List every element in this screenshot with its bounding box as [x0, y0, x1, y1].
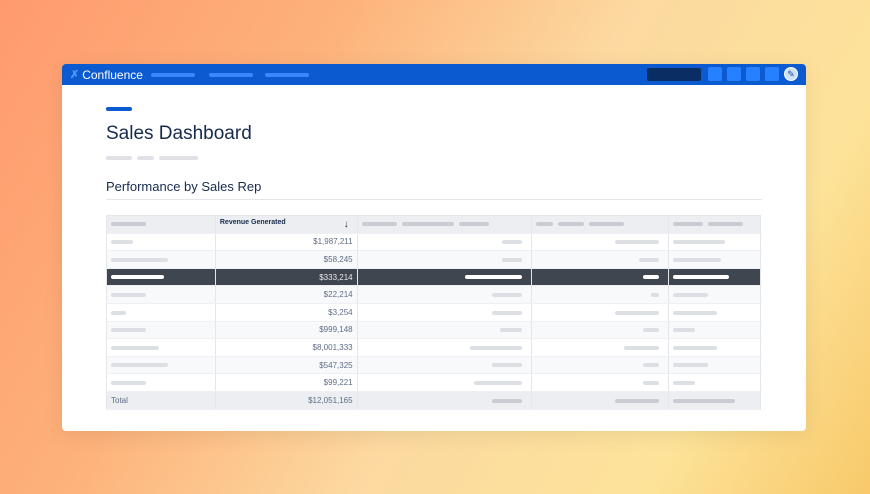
revenue-cell: $333,214: [215, 268, 358, 287]
nav-icon-button[interactable]: [727, 67, 741, 81]
section-heading: Performance by Sales Rep: [106, 179, 262, 194]
title-accent: [106, 107, 132, 111]
table-row[interactable]: $333,214: [106, 268, 761, 287]
table-row[interactable]: $999,148: [106, 321, 761, 340]
cell: [357, 338, 533, 357]
cell: [668, 391, 761, 410]
rep-cell: [106, 356, 216, 375]
cell: [357, 285, 533, 304]
cell: [357, 373, 533, 392]
cell: [531, 356, 670, 375]
cell: [531, 338, 670, 357]
cell: [357, 391, 533, 410]
cell: [531, 250, 670, 269]
cell: [668, 303, 761, 322]
total-label: Total: [106, 391, 216, 410]
page-title: Sales Dashboard: [106, 123, 252, 144]
nav-icon-button[interactable]: [708, 67, 722, 81]
sales-table: Revenue Generated ↓ $1,987,211 $58,245 $3…: [106, 215, 761, 410]
table-row[interactable]: $99,221: [106, 373, 761, 392]
table-row[interactable]: $547,325: [106, 356, 761, 375]
search-input[interactable]: [647, 67, 701, 81]
column-header[interactable]: [357, 215, 533, 234]
cell: [668, 321, 761, 340]
cell: [531, 373, 670, 392]
nav-item[interactable]: [208, 72, 253, 77]
table-row[interactable]: $3,254: [106, 303, 761, 322]
rep-cell: [106, 285, 216, 304]
table-row[interactable]: $1,987,211: [106, 233, 761, 252]
revenue-cell: $99,221: [215, 373, 358, 392]
page-meta: [106, 156, 198, 160]
cell: [357, 233, 533, 252]
confluence-window: ✗ Confluence ✎ Sales Dashboard Performanc…: [62, 64, 806, 431]
confluence-logo[interactable]: ✗ Confluence: [70, 68, 143, 82]
rep-cell: [106, 268, 216, 287]
revenue-cell: $8,001,333: [215, 338, 358, 357]
rep-cell: [106, 373, 216, 392]
cell: [668, 268, 761, 287]
table-row[interactable]: $58,245: [106, 250, 761, 269]
cell: [357, 303, 533, 322]
cell: [531, 268, 670, 287]
column-header[interactable]: [531, 215, 670, 234]
revenue-cell: $22,214: [215, 285, 358, 304]
rep-cell: [106, 321, 216, 340]
nav-icon-button[interactable]: [765, 67, 779, 81]
cell: [668, 250, 761, 269]
rep-cell: [106, 303, 216, 322]
table-row[interactable]: $22,214: [106, 285, 761, 304]
cell: [357, 321, 533, 340]
revenue-cell: $999,148: [215, 321, 358, 340]
total-revenue: $12,051,165: [215, 391, 358, 410]
rep-cell: [106, 250, 216, 269]
rep-cell: [106, 233, 216, 252]
cell: [531, 233, 670, 252]
revenue-cell: $58,245: [215, 250, 358, 269]
cell: [357, 356, 533, 375]
revenue-cell: $3,254: [215, 303, 358, 322]
nav-item[interactable]: [150, 72, 195, 77]
table-row[interactable]: $8,001,333: [106, 338, 761, 357]
cell: [668, 373, 761, 392]
app-name: Confluence: [82, 67, 143, 82]
nav-icon-button[interactable]: [746, 67, 760, 81]
revenue-cell: $1,987,211: [215, 233, 358, 252]
cell: [531, 285, 670, 304]
cell: [531, 303, 670, 322]
sort-arrow-down-icon[interactable]: ↓: [343, 218, 349, 230]
column-header[interactable]: [106, 215, 216, 234]
cell: [531, 321, 670, 340]
column-header-revenue[interactable]: Revenue Generated ↓: [215, 215, 358, 234]
cell: [357, 250, 533, 269]
cell: [668, 233, 761, 252]
nav-item[interactable]: [264, 72, 309, 77]
total-row: Total $12,051,165: [106, 391, 761, 410]
avatar[interactable]: ✎: [784, 67, 798, 81]
cell: [357, 268, 533, 287]
revenue-cell: $547,325: [215, 356, 358, 375]
confluence-icon: ✗: [70, 69, 80, 81]
top-nav: ✗ Confluence ✎: [62, 64, 806, 85]
column-label: Revenue Generated: [219, 218, 286, 226]
column-header[interactable]: [668, 215, 761, 234]
rep-cell: [106, 338, 216, 357]
divider: [106, 199, 762, 200]
cell: [668, 356, 761, 375]
cell: [668, 338, 761, 357]
cell: [531, 391, 670, 410]
cell: [668, 285, 761, 304]
